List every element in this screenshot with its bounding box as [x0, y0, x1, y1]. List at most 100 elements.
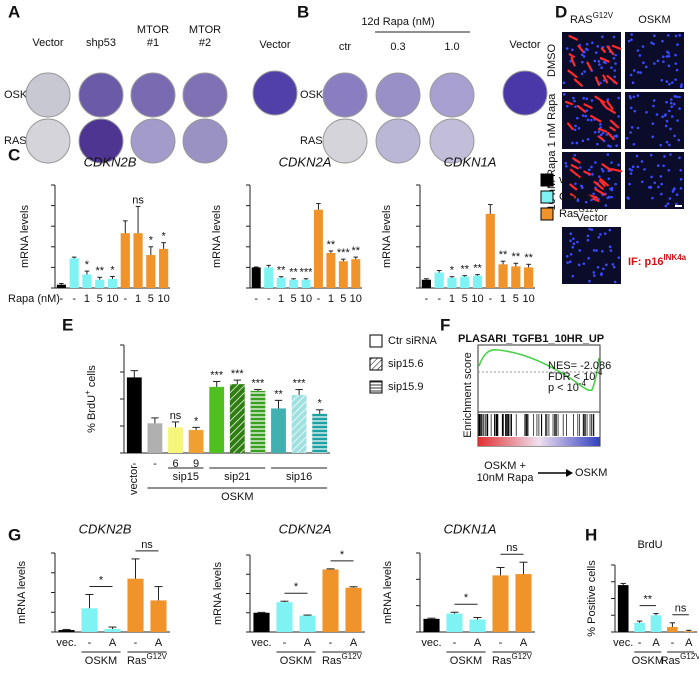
bar	[159, 248, 169, 288]
bar	[58, 630, 75, 632]
nucleus	[661, 39, 664, 43]
bar	[107, 278, 118, 288]
nucleus	[670, 115, 674, 118]
nucleus	[674, 53, 677, 57]
nucleus	[677, 138, 681, 142]
nucleus	[572, 237, 575, 241]
column-label: ctr	[339, 41, 352, 53]
stain	[601, 163, 613, 172]
significance-label: ***	[337, 247, 351, 259]
bar	[460, 276, 470, 288]
nucleus	[631, 81, 635, 85]
superscript: G12V	[593, 11, 614, 20]
bar	[56, 284, 66, 288]
significance-label: *	[161, 231, 166, 243]
bar	[127, 578, 144, 632]
significance-label: **	[95, 265, 104, 277]
nucleus	[613, 75, 617, 79]
nucleus	[650, 41, 653, 45]
stain	[597, 127, 608, 133]
bar	[313, 209, 323, 288]
plate	[182, 72, 228, 118]
nucleus	[665, 100, 668, 104]
chart-title: BrdU	[637, 539, 662, 551]
nucleus	[610, 161, 613, 164]
nucleus	[568, 260, 572, 263]
text-part: Ras	[322, 655, 342, 667]
bar	[351, 259, 361, 288]
text-part: % BrdU	[86, 395, 98, 433]
nucleus	[628, 167, 632, 171]
panel-letter: E	[62, 315, 73, 334]
nucleus	[576, 240, 579, 244]
stain	[606, 45, 615, 56]
significance-label: *	[464, 592, 469, 604]
superscript: G12V	[680, 652, 699, 661]
significance-label: **	[499, 249, 508, 261]
row-label: RAS	[4, 135, 27, 147]
stain	[594, 188, 606, 196]
nucleus	[669, 101, 673, 105]
nucleus	[573, 128, 577, 132]
bar	[524, 267, 534, 288]
bar-pattern	[229, 384, 245, 453]
x-tick-label: A	[685, 637, 693, 649]
x-tick-label: -	[437, 293, 441, 305]
chart-title: CDKN2A	[279, 521, 332, 536]
nucleus	[587, 256, 590, 260]
nucleus	[615, 134, 618, 138]
legend-swatch	[369, 380, 383, 394]
x-tick-label: -	[488, 293, 492, 305]
stain	[583, 103, 593, 109]
group-label: RasG12V	[492, 652, 533, 667]
nucleus	[660, 182, 663, 186]
stain	[583, 170, 592, 176]
column-label: shp53	[86, 37, 116, 49]
legend-label: OSKM	[559, 191, 591, 203]
nucleus	[666, 202, 670, 206]
bar	[150, 600, 167, 632]
nucleus	[613, 135, 616, 138]
image-label: Vector	[576, 212, 608, 224]
significance-label: **	[460, 264, 469, 276]
stain	[611, 44, 622, 50]
nucleus	[668, 143, 671, 147]
bar	[498, 264, 508, 288]
x-tick-label: A	[520, 637, 528, 649]
chart-title: CDKN1A	[444, 154, 497, 169]
group-label: OSKM	[450, 655, 482, 667]
nucleus	[577, 126, 581, 130]
axis-label: mRNA levels	[212, 562, 224, 625]
nucleus	[582, 55, 586, 58]
superscript: INK4a	[663, 253, 686, 262]
panel-letter: A	[8, 2, 20, 21]
nucleus	[649, 153, 653, 157]
legend-swatch	[540, 190, 554, 204]
nucleus	[629, 96, 632, 100]
significance-label: **	[327, 239, 336, 251]
enrichment-curve	[478, 349, 600, 392]
nucleus	[617, 115, 620, 118]
plate	[322, 118, 368, 164]
text-part: Ras	[492, 655, 512, 667]
nucleus	[662, 60, 665, 63]
text-part: p < 10	[548, 382, 579, 394]
nucleus	[660, 192, 663, 196]
bar	[485, 213, 495, 288]
nucleus	[630, 38, 633, 42]
nucleus	[592, 271, 596, 274]
stain	[572, 157, 581, 164]
nucleus	[625, 136, 629, 140]
nucleus	[665, 80, 669, 83]
row-label: DMSO	[546, 44, 558, 77]
superscript: G12V	[342, 652, 363, 661]
x-tick-label: -	[134, 637, 138, 649]
nucleus	[643, 168, 646, 171]
plate	[375, 72, 421, 118]
bar	[251, 267, 261, 288]
nucleus	[581, 139, 585, 143]
superscript: -4	[579, 379, 587, 388]
arrow-head	[566, 469, 573, 477]
nucleus	[590, 228, 594, 231]
x-tick-label: 1	[278, 293, 284, 305]
